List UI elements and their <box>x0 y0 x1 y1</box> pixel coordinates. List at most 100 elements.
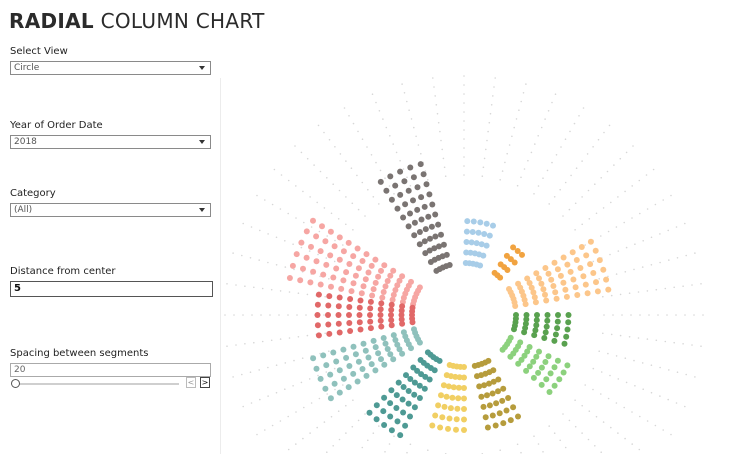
data-dot <box>387 173 394 180</box>
spacing-input[interactable]: 20 <box>10 363 211 377</box>
grid-dot <box>624 437 626 440</box>
spacing-slider-track[interactable] <box>14 383 179 385</box>
data-dot <box>377 178 384 185</box>
data-dot <box>441 403 448 410</box>
data-dot <box>563 333 570 340</box>
grid-dot <box>319 170 322 173</box>
data-dot <box>392 287 399 293</box>
data-dot <box>372 344 379 351</box>
grid-dot <box>639 212 641 215</box>
grid-dot <box>597 138 600 141</box>
grid-dot <box>463 102 465 104</box>
grid-dot <box>326 235 328 237</box>
grid-dot <box>609 253 611 256</box>
grid-dot <box>244 343 246 345</box>
data-dot <box>323 362 330 369</box>
grid-dot <box>357 419 360 422</box>
data-dot <box>310 268 317 275</box>
data-dot <box>538 280 545 287</box>
grid-dot <box>592 146 594 148</box>
grid-dot <box>612 314 614 316</box>
data-dot <box>325 312 331 318</box>
data-dot <box>531 332 538 339</box>
slider-prev-button[interactable]: < <box>186 377 196 388</box>
distance-input[interactable]: 5 <box>10 281 213 297</box>
slider-next-button[interactable]: > <box>200 377 210 388</box>
grid-dot <box>319 352 321 355</box>
data-dot <box>346 363 353 369</box>
grid-dot <box>318 397 321 400</box>
grid-dot <box>682 343 684 345</box>
grid-dot <box>382 118 384 120</box>
data-dot <box>432 412 439 419</box>
data-dot <box>381 394 388 401</box>
grid-dot <box>645 174 648 176</box>
grid-dot <box>518 109 520 111</box>
data-dot <box>336 234 343 241</box>
grid-dot <box>326 177 328 179</box>
grid-dot <box>523 168 526 170</box>
data-dot <box>363 372 370 379</box>
grid-dot <box>646 290 649 292</box>
grid-dot <box>241 373 243 376</box>
grid-dot <box>463 75 465 77</box>
data-dot <box>455 395 462 402</box>
data-dot <box>388 306 395 313</box>
spacing-slider-thumb[interactable] <box>11 379 20 388</box>
grid-dot <box>242 314 244 316</box>
grid-dot <box>564 181 567 184</box>
year-dropdown[interactable]: 2018 <box>10 135 211 149</box>
data-dot <box>411 379 418 386</box>
data-dot <box>496 410 503 417</box>
grid-dot <box>323 314 325 316</box>
grid-dot <box>253 286 255 289</box>
select-view-dropdown[interactable]: Circle <box>10 61 211 75</box>
grid-dot <box>302 190 304 193</box>
grid-dot <box>258 369 260 371</box>
category-dropdown[interactable]: (All) <box>10 203 211 217</box>
data-dot <box>328 283 334 290</box>
data-dot <box>300 265 306 272</box>
grid-dot <box>306 293 309 296</box>
data-dot <box>483 220 490 227</box>
grid-dot <box>361 181 364 184</box>
data-dot <box>383 187 390 194</box>
grid-dot <box>406 176 408 179</box>
grid-dot <box>594 183 596 185</box>
data-dot <box>544 317 551 324</box>
grid-dot <box>310 402 313 404</box>
grid-dot <box>296 314 298 316</box>
data-dot <box>545 270 552 277</box>
grid-dot <box>305 314 307 316</box>
grid-dot <box>555 154 558 156</box>
data-dot <box>308 243 314 250</box>
grid-dot <box>522 92 525 94</box>
data-dot <box>503 252 510 259</box>
data-dot <box>397 191 404 198</box>
data-dot <box>454 405 461 412</box>
grid-dot <box>694 376 696 378</box>
grid-dot <box>338 438 341 441</box>
grid-dot <box>463 111 465 113</box>
data-dot <box>446 415 453 422</box>
grid-dot <box>584 384 586 386</box>
data-dot <box>394 205 401 212</box>
data-dot <box>541 335 548 341</box>
grid-dot <box>345 160 347 162</box>
data-dot <box>331 380 338 387</box>
grid-dot <box>631 443 633 445</box>
data-dot <box>426 376 433 383</box>
data-dot <box>438 231 444 238</box>
grid-dot <box>351 202 354 205</box>
data-dot <box>377 306 384 313</box>
grid-dot <box>338 189 341 192</box>
grid-dot <box>610 426 612 429</box>
segment-7 <box>471 357 521 431</box>
grid-dot <box>300 381 303 384</box>
grid-dot <box>625 246 628 249</box>
data-dot <box>475 229 482 236</box>
grid-dot <box>242 222 244 225</box>
data-dot <box>551 382 558 389</box>
grid-dot <box>333 367 336 370</box>
data-dot <box>480 403 487 410</box>
